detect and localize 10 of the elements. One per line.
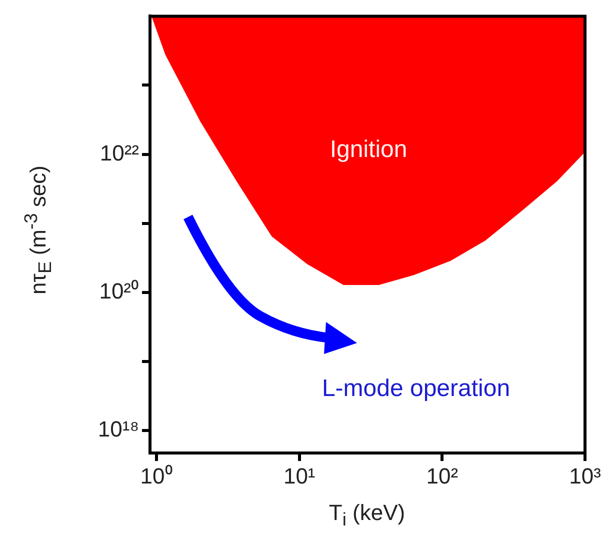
x-tick-label: 10⁰ <box>140 463 173 488</box>
x-tick-label: 10² <box>426 463 458 488</box>
x-tick-label: 10¹ <box>283 463 316 488</box>
series-label: Ignition <box>330 136 408 163</box>
x-tick-label: 10³ <box>569 463 601 488</box>
y-tick-label: 10²² <box>100 140 139 166</box>
y-tick-label: 10¹⁸ <box>98 416 139 442</box>
y-tick-label: 10²⁰ <box>99 278 139 304</box>
annotation: L-mode operation <box>322 375 510 403</box>
x-axis-title: T$_{i}$ (keV) <box>328 500 406 530</box>
